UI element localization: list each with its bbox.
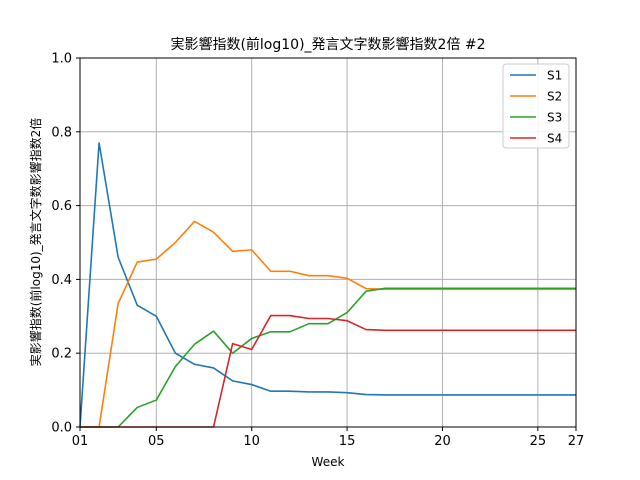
y-tick-label: 0.8	[51, 125, 72, 140]
legend-box	[502, 63, 570, 149]
plot-frame	[79, 57, 577, 428]
legend: S1 S2 S3 S4	[502, 63, 570, 149]
legend-label-s2: S2	[547, 90, 562, 104]
series-line-s2	[80, 220, 576, 428]
x-tick-label: 05	[148, 434, 165, 449]
y-tick-label: 0.4	[51, 273, 72, 288]
chart-title: 実影響指数(前log10)_発言文字数影響指数2倍 #2	[170, 36, 485, 53]
x-tick-label: 25	[530, 434, 547, 449]
series-layer	[79, 142, 576, 428]
x-tick-label: 10	[243, 434, 260, 449]
legend-label-s1: S1	[547, 69, 562, 83]
y-tick-label: 1.0	[51, 52, 72, 67]
x-axis-label: Week	[312, 455, 345, 469]
x-tick-label: 20	[434, 434, 451, 449]
series-line-s1	[79, 142, 576, 428]
y-axis-label: 実影響指数(前log10)_発言文字数影響指数2倍	[28, 118, 43, 367]
y-axis-ticks: 0.0 0.2 0.4 0.6 0.8 1.0	[51, 52, 80, 436]
legend-label-s3: S3	[547, 111, 562, 125]
series-line-s3	[80, 287, 576, 428]
legend-label-s4: S4	[547, 132, 562, 146]
x-tick-label: 15	[339, 434, 356, 449]
x-tick-label: 27	[568, 434, 585, 449]
y-tick-label: 0.0	[51, 421, 72, 436]
y-tick-label: 0.2	[51, 347, 72, 362]
x-tick-label: 01	[72, 434, 89, 449]
y-tick-label: 0.6	[51, 199, 72, 214]
x-axis-ticks: 01 05 10 15 20 25 27	[72, 427, 585, 449]
